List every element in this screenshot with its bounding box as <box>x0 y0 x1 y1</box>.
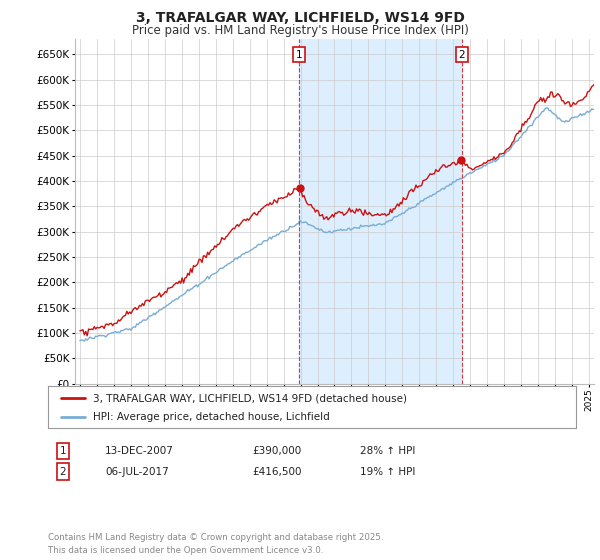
Text: 3, TRAFALGAR WAY, LICHFIELD, WS14 9FD: 3, TRAFALGAR WAY, LICHFIELD, WS14 9FD <box>136 11 464 25</box>
Text: £416,500: £416,500 <box>252 466 302 477</box>
Text: Price paid vs. HM Land Registry's House Price Index (HPI): Price paid vs. HM Land Registry's House … <box>131 24 469 37</box>
Text: 1: 1 <box>59 446 67 456</box>
Text: £390,000: £390,000 <box>252 446 301 456</box>
Text: 28% ↑ HPI: 28% ↑ HPI <box>360 446 415 456</box>
Text: 13-DEC-2007: 13-DEC-2007 <box>105 446 174 456</box>
Text: 2: 2 <box>59 466 67 477</box>
Text: 3, TRAFALGAR WAY, LICHFIELD, WS14 9FD (detached house): 3, TRAFALGAR WAY, LICHFIELD, WS14 9FD (d… <box>93 393 407 403</box>
Text: HPI: Average price, detached house, Lichfield: HPI: Average price, detached house, Lich… <box>93 412 329 422</box>
Text: 1: 1 <box>296 49 302 59</box>
Text: 19% ↑ HPI: 19% ↑ HPI <box>360 466 415 477</box>
Text: Contains HM Land Registry data © Crown copyright and database right 2025.
This d: Contains HM Land Registry data © Crown c… <box>48 533 383 554</box>
Text: 2: 2 <box>458 49 465 59</box>
Bar <box>299 39 462 384</box>
Text: 06-JUL-2017: 06-JUL-2017 <box>105 466 169 477</box>
